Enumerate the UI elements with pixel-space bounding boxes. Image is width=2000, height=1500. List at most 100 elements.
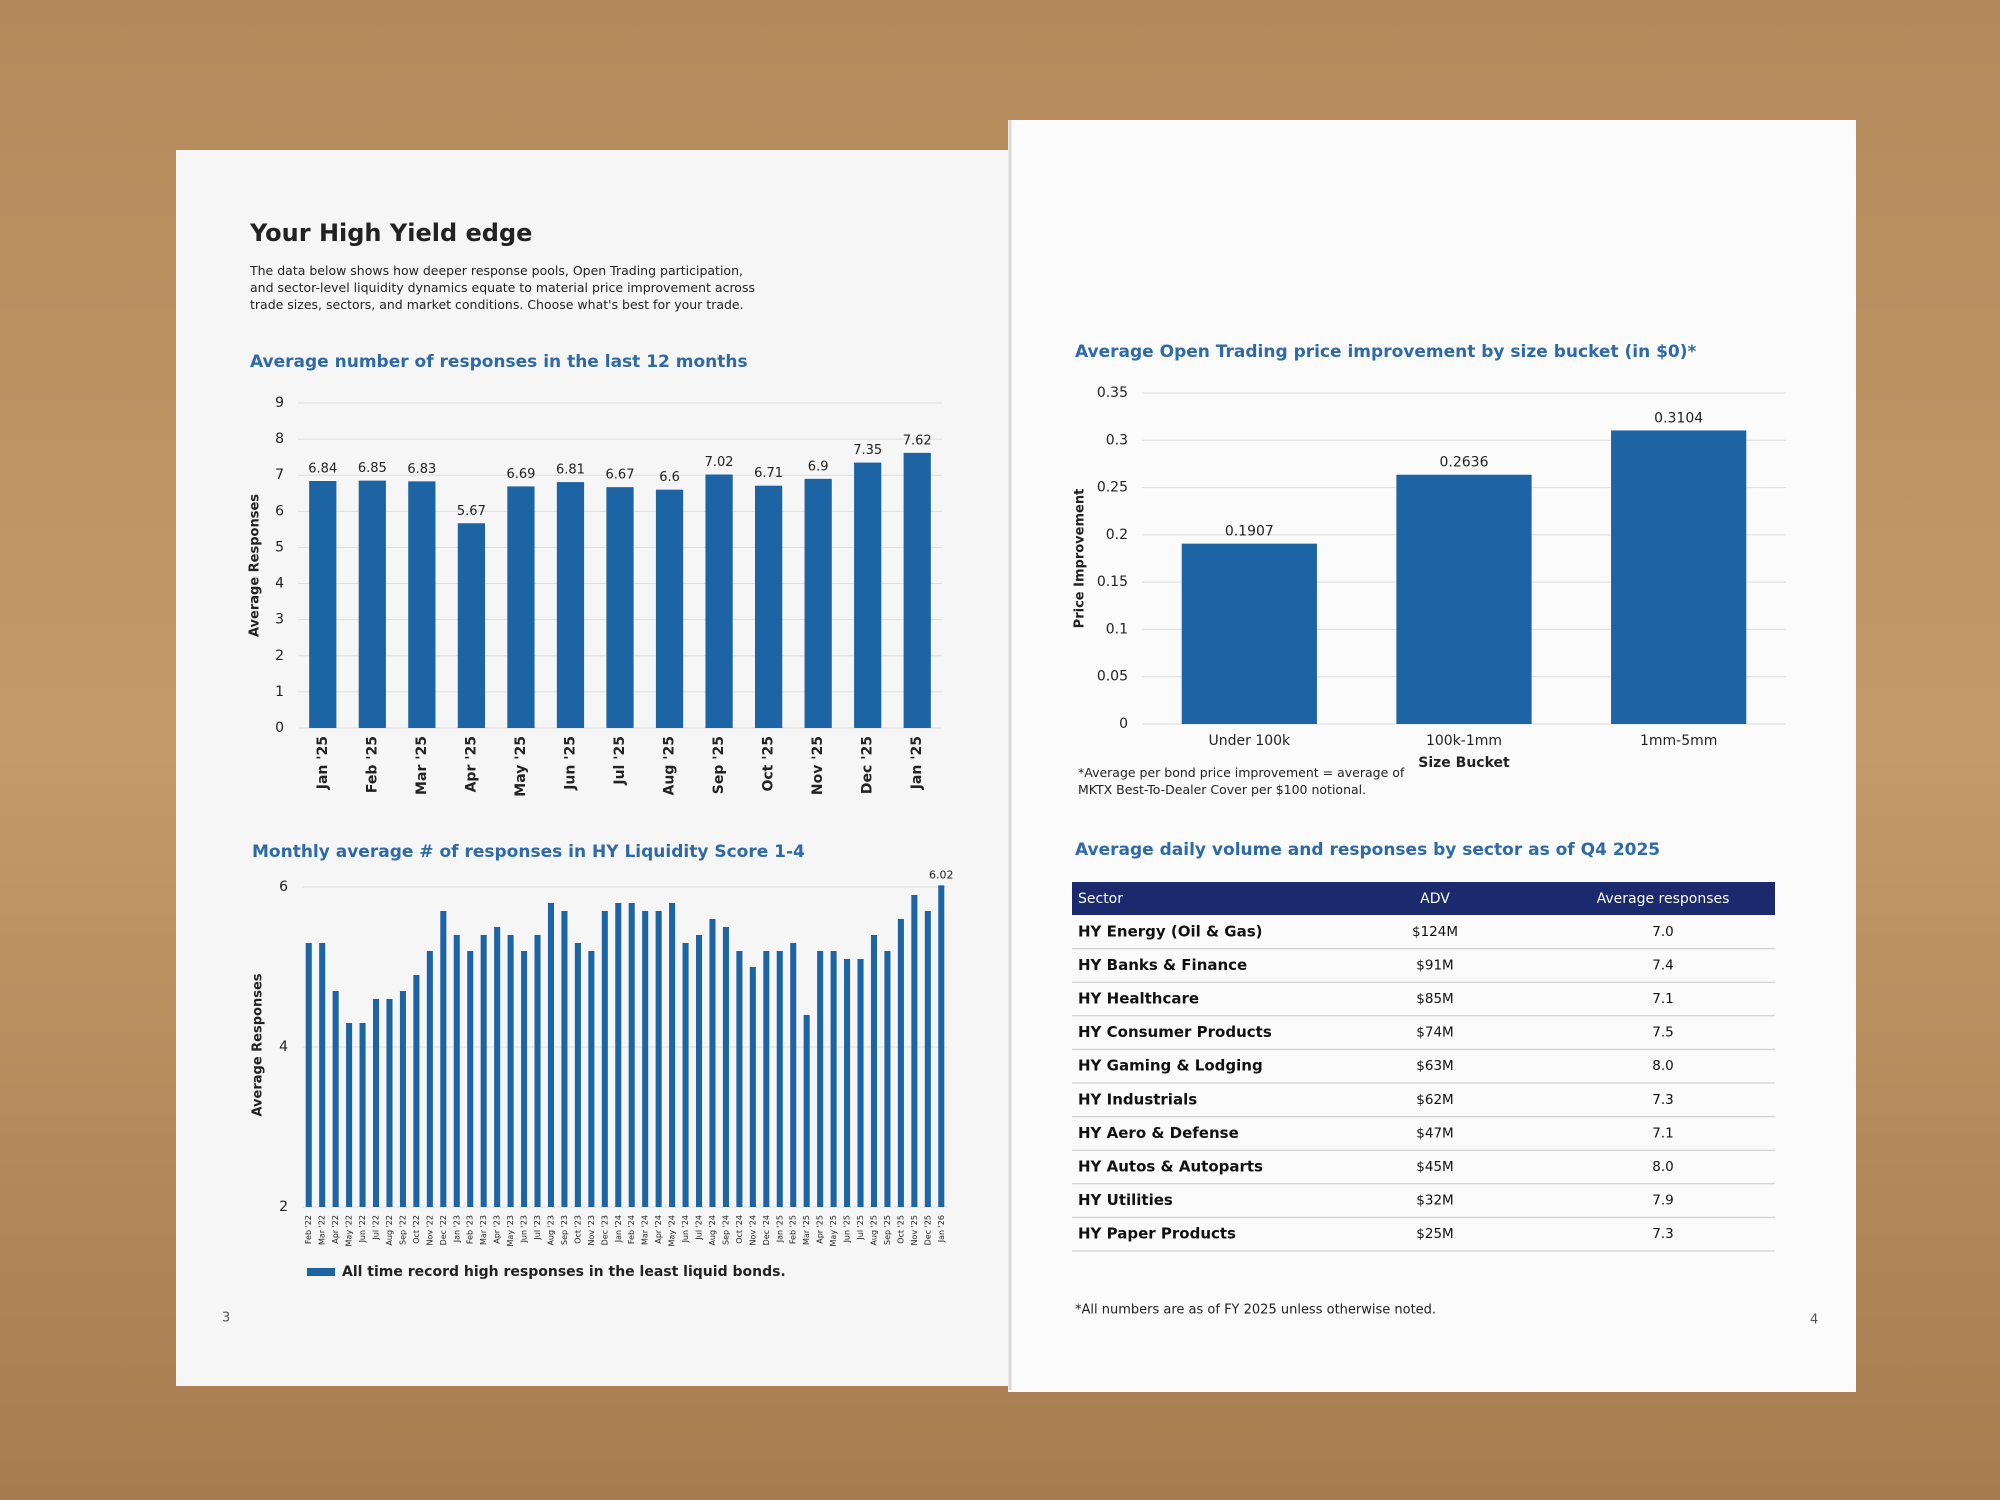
- bar: [655, 489, 684, 728]
- bar: [1611, 430, 1747, 724]
- x-tick-label: Dec '22: [439, 1215, 448, 1245]
- data-label: 6.85: [358, 461, 387, 476]
- footnote: *All numbers are as of FY 2025 unless ot…: [1075, 1303, 1436, 1318]
- table-cell: HY Industrials: [1078, 1090, 1197, 1108]
- y-tick-label: 0.05: [1097, 669, 1128, 685]
- y-axis-label: Average Responses: [251, 973, 266, 1116]
- table-cell: HY Banks & Finance: [1078, 956, 1247, 974]
- bar: [332, 991, 339, 1207]
- x-tick-label: Aug '25: [662, 736, 678, 795]
- x-tick-label: Apr '24: [654, 1215, 663, 1244]
- data-label: 7.62: [903, 433, 932, 448]
- x-tick-label: Sep '25: [711, 736, 727, 794]
- table-cell: HY Healthcare: [1078, 990, 1199, 1008]
- bar: [705, 474, 733, 728]
- y-tick-label: 5: [275, 539, 284, 555]
- page-number: 4: [1810, 1313, 1818, 1328]
- x-tick-label: Sep '23: [560, 1215, 569, 1245]
- y-tick-label: 0.2: [1106, 527, 1128, 543]
- table-cell: $25M: [1416, 1226, 1453, 1242]
- x-tick-label: Apr '23: [493, 1215, 502, 1244]
- x-tick-label: Jan '26: [937, 1215, 946, 1243]
- x-tick-label: Dec '25: [860, 736, 876, 794]
- y-tick-label: 0.25: [1097, 480, 1128, 496]
- data-label: 6.67: [606, 468, 635, 483]
- bar: [561, 911, 568, 1207]
- table-cell: $45M: [1416, 1159, 1453, 1175]
- chart-title: Monthly average # of responses in HY Liq…: [252, 842, 805, 862]
- table-cell: 7.4: [1652, 957, 1673, 973]
- y-tick-label: 7: [275, 467, 284, 483]
- data-label: 7.35: [853, 443, 882, 458]
- x-tick-label: Mar '22: [318, 1215, 327, 1245]
- bar: [494, 927, 501, 1207]
- bar: [309, 481, 337, 728]
- bar: [547, 903, 555, 1207]
- bar: [911, 895, 918, 1207]
- bar: [534, 935, 541, 1207]
- x-tick-label: Jul '23: [533, 1215, 542, 1241]
- x-tick-label: Jan '23: [452, 1215, 461, 1243]
- data-label: 0.1907: [1225, 524, 1274, 540]
- table-cell: $124M: [1412, 924, 1458, 940]
- bar: [749, 967, 756, 1207]
- bar: [615, 903, 622, 1207]
- y-tick-label: 4: [275, 576, 284, 592]
- intro-text: The data below shows how deeper response…: [250, 263, 755, 312]
- bar: [682, 943, 689, 1207]
- bar: [507, 486, 535, 728]
- x-tick-label: Feb '23: [466, 1215, 475, 1244]
- table-cell: 7.3: [1652, 1092, 1673, 1108]
- bar: [372, 999, 380, 1207]
- bar: [1181, 543, 1317, 724]
- x-tick-label: Jul '22: [372, 1215, 381, 1241]
- bar: [480, 935, 487, 1207]
- x-tick-label: Jan '25: [315, 736, 331, 790]
- y-tick-label: 2: [275, 648, 284, 664]
- x-tick-label: May '25: [829, 1215, 838, 1246]
- table-cell: HY Energy (Oil & Gas): [1078, 922, 1263, 940]
- bar: [642, 911, 649, 1207]
- table-cell: 7.1: [1652, 1125, 1673, 1141]
- chart-title: Average Open Trading price improvement b…: [1075, 342, 1697, 362]
- bar: [606, 487, 634, 728]
- y-tick-label: 3: [275, 612, 284, 628]
- bar: [426, 951, 433, 1207]
- table-cell: $91M: [1416, 957, 1453, 973]
- data-label: 5.67: [457, 504, 486, 519]
- table-cell: HY Autos & Autoparts: [1078, 1158, 1263, 1176]
- y-tick-label: 0.3: [1106, 432, 1128, 448]
- bar: [857, 959, 864, 1207]
- x-tick-label: Jul '25: [856, 1215, 865, 1241]
- table-cell: 7.9: [1652, 1193, 1673, 1209]
- y-tick-label: 1: [275, 684, 284, 700]
- bar: [358, 480, 386, 728]
- bar: [359, 1023, 366, 1207]
- bar: [854, 462, 882, 728]
- x-tick-label: May '24: [668, 1215, 677, 1246]
- table-cell: HY Aero & Defense: [1078, 1124, 1239, 1142]
- bar: [790, 943, 797, 1207]
- bar: [467, 951, 474, 1207]
- x-tick-label: Jul '24: [695, 1215, 704, 1241]
- y-tick-label: 0: [275, 720, 284, 736]
- x-tick-label: Oct '24: [735, 1215, 744, 1244]
- bar: [669, 903, 676, 1207]
- data-label: 6.6: [659, 470, 680, 485]
- x-tick-label: May '22: [345, 1215, 354, 1246]
- x-tick-label: Nov '22: [425, 1215, 434, 1246]
- x-tick-label: Mar '25: [802, 1215, 811, 1245]
- table-cell: $32M: [1416, 1193, 1453, 1209]
- bar: [884, 951, 891, 1207]
- column-header: Sector: [1078, 891, 1123, 907]
- table-cell: HY Paper Products: [1078, 1225, 1236, 1243]
- x-tick-label: Feb '25: [789, 1215, 798, 1244]
- bar: [457, 523, 486, 728]
- y-tick-label: 8: [275, 431, 284, 447]
- data-label: 6.84: [308, 462, 337, 477]
- page-title: Your High Yield edge: [249, 219, 532, 247]
- x-tick-label: May '23: [506, 1215, 515, 1246]
- bar: [695, 935, 703, 1207]
- x-tick-label: Mar '23: [479, 1215, 488, 1245]
- bar: [736, 951, 743, 1207]
